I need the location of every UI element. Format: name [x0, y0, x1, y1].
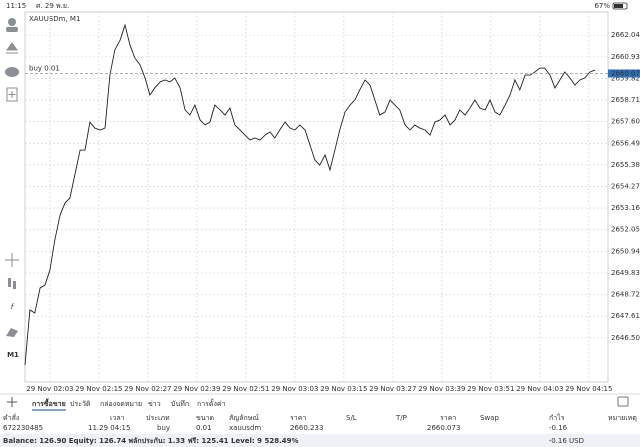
- x-tick-label: 29 Nov 02:39: [173, 385, 220, 393]
- x-tick-label: 29 Nov 04:03: [516, 385, 563, 393]
- balance: Balance: 126.90 Equity: 126.74 พลักประกั…: [3, 437, 298, 445]
- status-date: ศ. 29 พ.ย.: [36, 2, 69, 10]
- column-header: Swap: [480, 414, 499, 422]
- objects-icon[interactable]: [6, 328, 18, 337]
- column-header: สัญลักษณ์: [229, 414, 259, 422]
- cell: -0.16: [549, 424, 568, 432]
- tab[interactable]: การตั้งค่า: [197, 397, 226, 408]
- price-box: [608, 69, 640, 78]
- total-profit: -0.16 USD: [549, 437, 584, 445]
- new-order-icon[interactable]: [6, 87, 18, 102]
- y-tick-label: 2646.500: [611, 334, 640, 342]
- x-tick-label: 29 Nov 02:27: [124, 385, 171, 393]
- y-tick-label: 2656.490: [611, 139, 640, 147]
- chart-frame: [24, 11, 609, 383]
- battery-level: [614, 4, 623, 8]
- cell: 0.01: [196, 424, 212, 432]
- cell: 2660.233: [290, 424, 323, 432]
- y-tick-label: 2647.610: [611, 312, 640, 320]
- account-icon[interactable]: [8, 18, 16, 26]
- price-box-label: 2660.073: [611, 69, 640, 77]
- cell: buy: [157, 424, 170, 432]
- add-button[interactable]: [7, 397, 17, 407]
- x-tick-label: 29 Nov 04:15: [565, 385, 612, 393]
- y-tick-label: 2652.050: [611, 226, 640, 234]
- trade-icon[interactable]: [6, 42, 18, 54]
- column-header: ประเภท: [146, 414, 170, 422]
- cell: 11.29 04:15: [88, 424, 130, 432]
- x-tick-label: 29 Nov 03:15: [320, 385, 367, 393]
- tab[interactable]: ประวัติ: [70, 400, 91, 408]
- column-header: คำสั่ง: [3, 413, 19, 422]
- y-tick-label: 2658.710: [611, 96, 640, 104]
- y-tick-label: 2653.160: [611, 204, 640, 212]
- window-icon[interactable]: [617, 396, 629, 407]
- chat-icon[interactable]: [5, 67, 19, 77]
- price-line: [24, 23, 596, 366]
- tab[interactable]: บันทึก: [171, 399, 189, 408]
- y-tick-label: 2648.720: [611, 291, 640, 299]
- chart: 2662.040 2660.930 2659.820 2658.710 2657.600…: [24, 12, 640, 393]
- orders-table: คำสั่ง เวลา ประเภท ขนาด สัญลักษณ์ ราคา S/L T/P ร…: [3, 413, 637, 432]
- y-tick-label: 2650.940: [611, 247, 640, 255]
- candle-icon[interactable]: [8, 278, 11, 287]
- y-tick-label: 2657.600: [611, 118, 640, 126]
- account-icon-body[interactable]: [6, 27, 18, 32]
- timeframe[interactable]: M1: [7, 351, 19, 359]
- y-tick-label: 2654.270: [611, 182, 640, 190]
- y-tick-label: 2649.830: [611, 269, 640, 277]
- indicator-icon[interactable]: f: [11, 303, 15, 311]
- column-header: ราคา: [440, 414, 456, 422]
- x-tick-label: 29 Nov 03:51: [467, 385, 514, 393]
- candle-icon-2[interactable]: [13, 281, 16, 289]
- x-tick-label: 29 Nov 03:03: [271, 385, 318, 393]
- x-tick-label: 29 Nov 03:39: [418, 385, 465, 393]
- tabs: การซื้อขาย ประวัติ กล่องจดหมาย ข่าว บันทึก กา…: [32, 397, 226, 411]
- new-order-plus[interactable]: [8, 91, 16, 98]
- column-header: เวลา: [110, 414, 125, 422]
- column-header: หมายเหตุ: [608, 414, 637, 422]
- left-toolbar: f M1: [5, 18, 19, 407]
- status-battery: 67%: [594, 2, 610, 10]
- column-header: T/P: [395, 414, 407, 422]
- status-time: 11:15: [6, 2, 26, 10]
- cell: 2660.073: [427, 424, 460, 432]
- crosshair-icon[interactable]: [5, 253, 19, 267]
- column-header: ราคา: [290, 414, 306, 422]
- chart-title: XAUUSDm, M1: [29, 15, 80, 23]
- cell: xauusdm: [229, 424, 261, 432]
- tab[interactable]: กล่องจดหมาย: [100, 400, 142, 408]
- y-tick-label: 2655.380: [611, 161, 640, 169]
- column-header: S/L: [346, 414, 357, 422]
- y-tick-label: 2662.040: [611, 31, 640, 39]
- balance-bar: [0, 434, 640, 447]
- buy-label: buy 0.01: [29, 64, 60, 72]
- x-tick-label: 29 Nov 02:03: [26, 385, 73, 393]
- x-tick-label: 29 Nov 02:51: [222, 385, 269, 393]
- x-tick-label: 29 Nov 03:27: [369, 385, 416, 393]
- battery-icon: [612, 2, 628, 10]
- x-tick-label: 29 Nov 02:15: [75, 385, 122, 393]
- y-tick-label: 2660.930: [611, 53, 640, 61]
- column-header: ขนาด: [196, 414, 214, 422]
- cell: 672230485: [3, 424, 43, 432]
- tab[interactable]: การซื้อขาย: [32, 397, 66, 408]
- y-tick-label: 2659.820: [611, 74, 640, 82]
- tab[interactable]: ข่าว: [148, 400, 161, 408]
- column-header: กำไร: [549, 413, 565, 422]
